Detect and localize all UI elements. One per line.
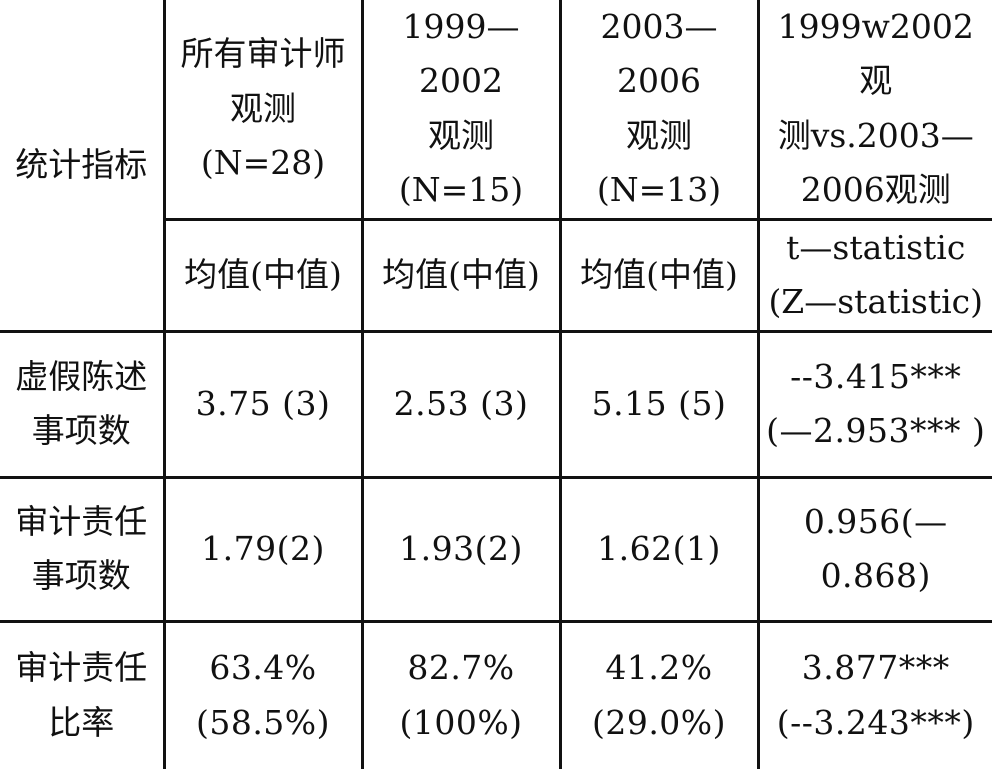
table-cell: 82.7% (100%)	[360, 619, 562, 769]
table-row: 审计责任 事项数 1.79(2) 1.93(2) 1.62(1) 0.956(—…	[0, 475, 992, 623]
table-cell: 41.2% (29.0%)	[558, 619, 760, 769]
row-label-audit-liability-count: 审计责任 事项数	[0, 475, 166, 623]
table-cell: 5.15 (5)	[558, 329, 760, 479]
header-2003-2006: 2003—2006 观测 (N=13)	[558, 0, 760, 221]
table-cell: 3.75 (3)	[162, 329, 364, 479]
table-cell: 63.4% (58.5%)	[162, 619, 364, 769]
subheader-comparison: t—statistic (Z—statistic)	[756, 217, 992, 333]
table-cell: 2.53 (3)	[360, 329, 562, 479]
table-cell: 1.93(2)	[360, 475, 562, 623]
indicator-header-cell: 统计指标	[0, 0, 166, 333]
header-comparison: 1999w2002观 测vs.2003— 2006观测	[756, 0, 992, 221]
subheader-all-auditors: 均值(中值)	[164, 217, 364, 333]
row-label-misstatement-count: 虚假陈述 事项数	[0, 329, 166, 479]
table-cell: 1.62(1)	[558, 475, 760, 623]
subheader-1999-2002: 均值(中值)	[360, 217, 562, 333]
header-all-auditors: 所有审计师 观测 (N=28)	[162, 0, 364, 221]
table-row: 审计责任 比率 63.4% (58.5%) 82.7% (100%) 41.2%…	[0, 619, 992, 769]
row-label-audit-liability-ratio: 审计责任 比率	[0, 619, 166, 769]
table-cell: --3.415*** (—2.953*** )	[756, 329, 992, 479]
table-row: 虚假陈述 事项数 3.75 (3) 2.53 (3) 5.15 (5) --3.…	[0, 329, 992, 479]
table-header-row: 统计指标 所有审计师 观测 (N=28) 1999—2002 观测 (N=15)…	[0, 0, 992, 333]
header-1999-2002: 1999—2002 观测 (N=15)	[360, 0, 562, 221]
table-cell: 1.79(2)	[162, 475, 364, 623]
table-cell: 3.877*** (--3.243***)	[756, 619, 992, 769]
table-subheader-row: 均值(中值) 均值(中值) 均值(中值) t—statistic (Z—stat…	[0, 217, 992, 333]
subheader-2003-2006: 均值(中值)	[558, 217, 760, 333]
table-cell: 0.956(—0.868)	[756, 475, 992, 623]
